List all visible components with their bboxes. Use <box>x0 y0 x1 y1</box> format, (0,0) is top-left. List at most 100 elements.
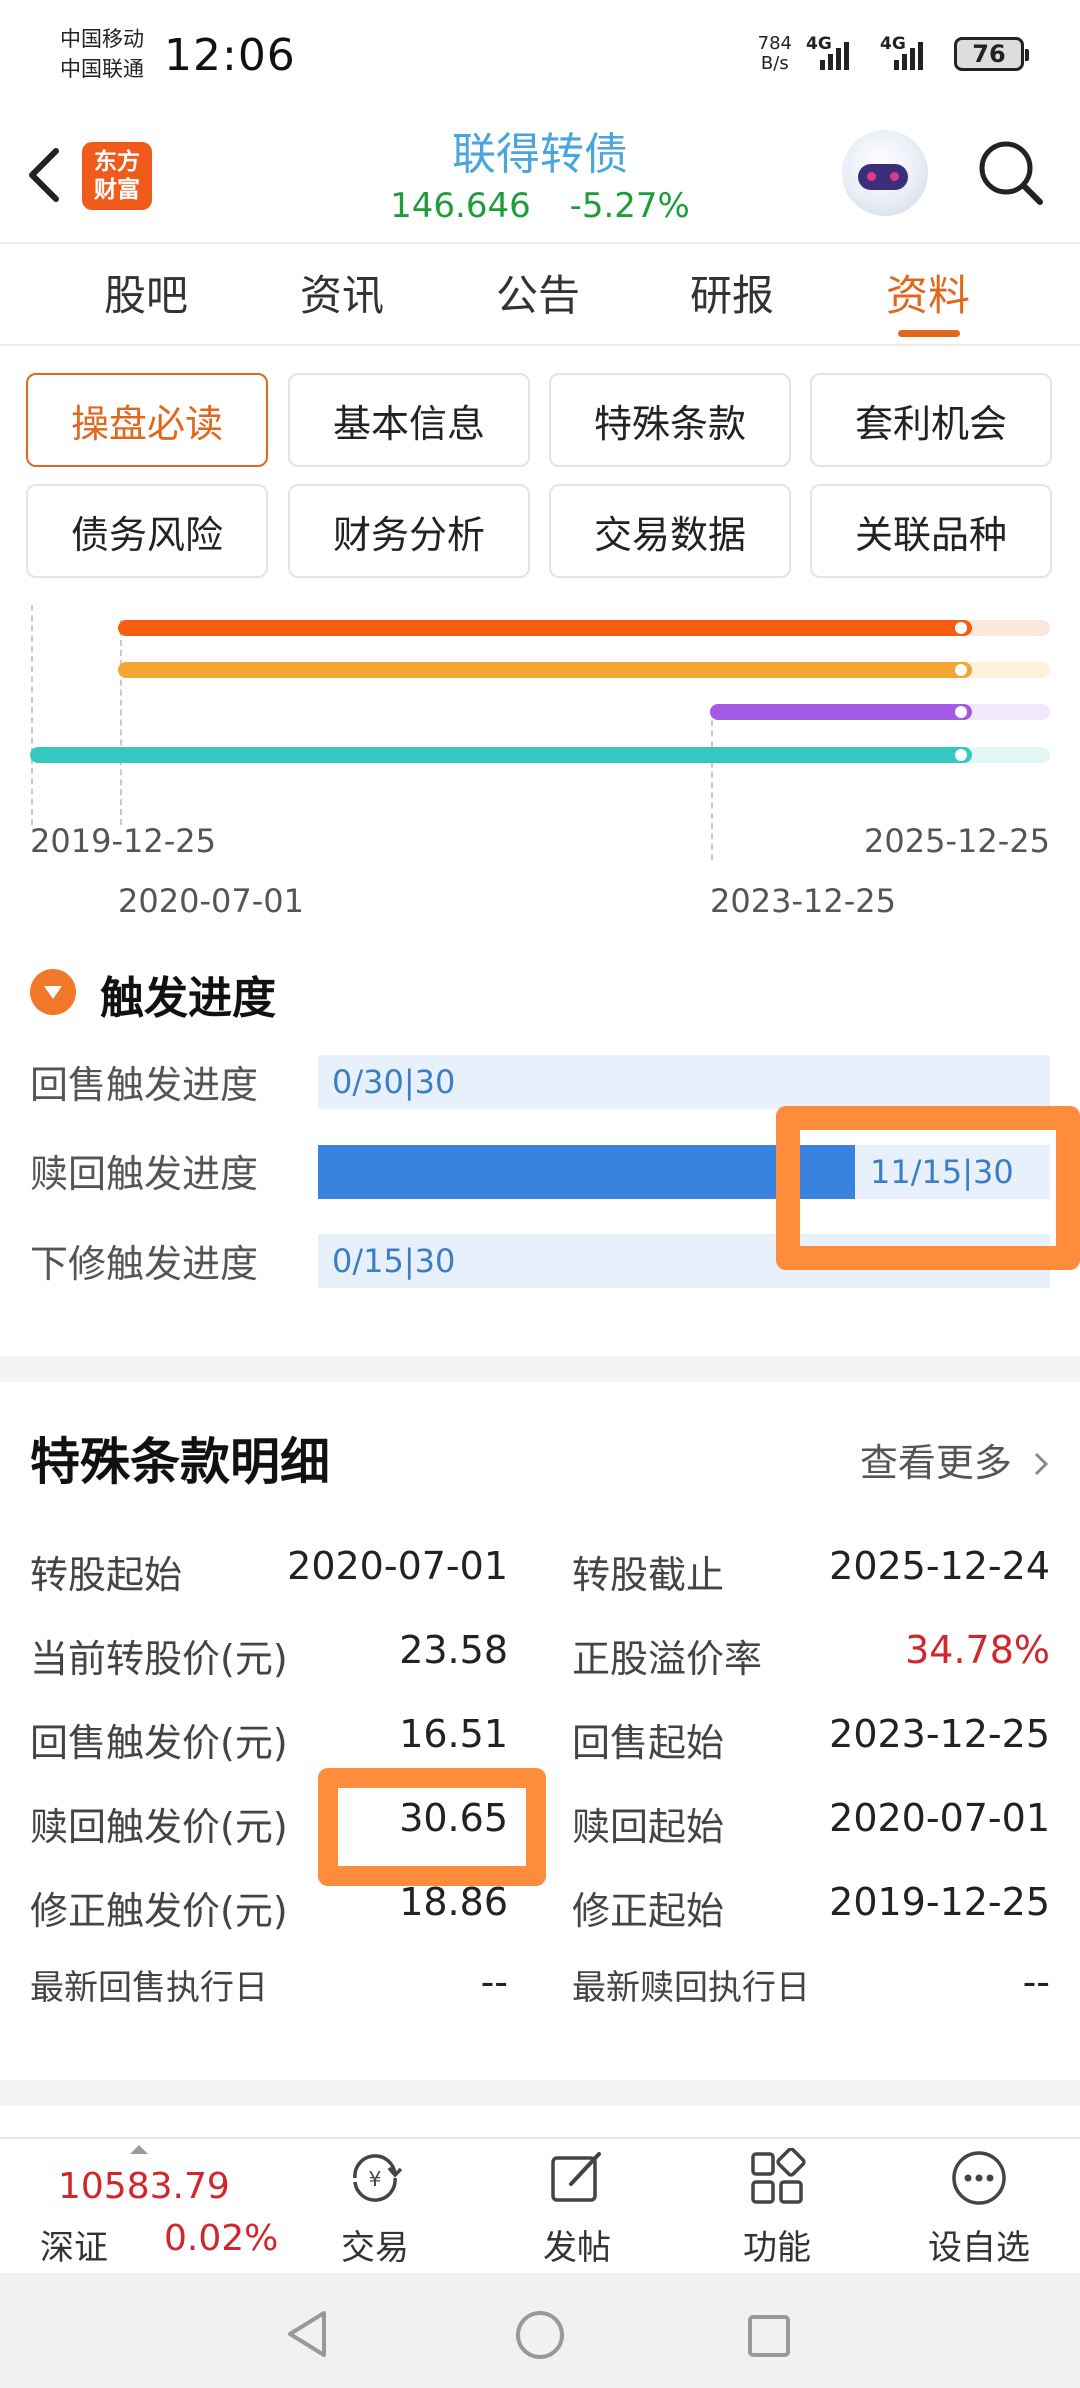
detail-latest-exec-label: 最新回售执行日 <box>30 1968 268 2008</box>
grid-icon <box>747 2147 807 2208</box>
post-button[interactable]: 发帖 <box>512 2148 642 2269</box>
network-speed: 784 B/s <box>758 34 792 74</box>
tab-announcements[interactable]: 公告 <box>496 271 581 320</box>
chevron-right-icon <box>1032 1444 1050 1488</box>
header-divider <box>0 242 1080 244</box>
detail-revision-price-label: 修正触发价(元) <box>30 1889 288 1933</box>
redeem-trigger-fill <box>318 1145 855 1199</box>
timeline-track-2 <box>960 662 1050 678</box>
highlight-annotation-redeem-price <box>318 1768 546 1886</box>
status-icons: 784 B/s 4G 4G 76 <box>758 34 1029 74</box>
price: 146.646 <box>390 186 531 226</box>
detail-putback-price-value: 16.51 <box>399 1712 508 1756</box>
timeline-bar-4 <box>30 747 972 763</box>
btn-arbitrage[interactable]: 套利机会 <box>810 373 1052 467</box>
functions-button[interactable]: 功能 <box>712 2147 842 2269</box>
view-more-link[interactable]: 查看更多 <box>860 1432 1050 1488</box>
detail-latest-exec-right-value: -- <box>1022 1960 1050 2004</box>
btn-trading-data[interactable]: 交易数据 <box>549 484 791 578</box>
detail-revision-price-right-value: 2019-12-25 <box>829 1880 1050 1924</box>
redeem-trigger-bar: 11/15|30 <box>318 1145 1050 1199</box>
revision-trigger-text: 0/15|30 <box>332 1242 456 1280</box>
functions-label: 功能 <box>743 2228 811 2268</box>
timeline-putback-date: 2023-12-25 <box>710 882 896 920</box>
redeem-trigger-text: 11/15|30 <box>870 1153 1014 1191</box>
timeline-bar-1 <box>118 620 972 636</box>
signal-icon-2: 4G <box>880 34 940 74</box>
highlight-annotation-redeem <box>776 1106 1080 1270</box>
timeline-dot-2 <box>955 664 967 676</box>
tab-guba[interactable]: 股吧 <box>104 271 189 320</box>
battery-level: 76 <box>972 40 1006 68</box>
carrier-1: 中国移动 <box>60 27 144 51</box>
detail-revision-price-right-label: 修正起始 <box>572 1889 725 1933</box>
more-circle-icon <box>949 2148 1009 2208</box>
btn-special-terms[interactable]: 特殊条款 <box>549 373 791 467</box>
btn-related[interactable]: 关联品种 <box>810 484 1052 578</box>
timeline-dot-1 <box>955 622 967 634</box>
timeline-conversion-date: 2020-07-01 <box>118 882 304 920</box>
active-tab-indicator <box>898 330 960 337</box>
clock: 12:06 <box>164 30 296 81</box>
timeline-dot-4 <box>955 749 967 761</box>
detail-conversion-right-label: 转股截止 <box>572 1553 725 1597</box>
detail-latest-exec-value: -- <box>480 1960 508 2004</box>
back-icon[interactable] <box>24 145 64 205</box>
index-name[interactable]: 深证 <box>40 2228 108 2268</box>
price-quote: 146.646 -5.27% <box>0 186 1080 226</box>
detail-redeem-price-right-label: 赎回起始 <box>572 1805 725 1849</box>
timeline-track-1 <box>960 620 1050 636</box>
assistant-robot-icon[interactable] <box>842 130 928 216</box>
search-icon[interactable] <box>976 138 1046 208</box>
detail-conversion-right-value: 2025-12-24 <box>829 1544 1050 1588</box>
view-more-label: 查看更多 <box>859 1441 1012 1485</box>
btn-debt-risk[interactable]: 债务风险 <box>26 484 268 578</box>
trade-button[interactable]: ¥ 交易 <box>310 2148 440 2269</box>
add-watchlist-label: 设自选 <box>928 2228 1030 2268</box>
network-type-2: 4G <box>880 34 906 54</box>
logo-text-1: 东方 <box>94 149 140 175</box>
battery-icon: 76 <box>954 37 1029 71</box>
index-change[interactable]: 0.02% <box>164 2218 279 2259</box>
detail-redeem-price-value: 30.65 <box>399 1796 508 1840</box>
add-watchlist-button[interactable]: 设自选 <box>914 2148 1044 2269</box>
top-tabs: 股吧 资讯 公告 研报 资料 <box>0 262 1080 332</box>
signal-icon: 4G <box>806 34 866 74</box>
nav-back-icon[interactable] <box>284 2309 330 2363</box>
logo-text-2: 财富 <box>94 177 140 203</box>
speed-unit: B/s <box>760 53 789 74</box>
btn-financial-analysis[interactable]: 财务分析 <box>288 484 530 578</box>
tab-profile[interactable]: 资料 <box>886 271 971 320</box>
detail-putback-price-label: 回售触发价(元) <box>30 1721 288 1765</box>
putback-trigger-label: 回售触发进度 <box>30 1063 259 1107</box>
detail-latest-exec-right-label: 最新赎回执行日 <box>572 1968 810 2008</box>
trade-icon: ¥ <box>345 2148 405 2208</box>
revision-trigger-label: 下修触发进度 <box>30 1242 259 1286</box>
tab-research[interactable]: 研报 <box>690 271 775 320</box>
btn-trading-essentials[interactable]: 操盘必读 <box>26 373 268 467</box>
bottom-toolbar <box>0 2137 1080 2273</box>
trigger-section-title: 触发进度 <box>100 973 276 1024</box>
detail-section-title: 特殊条款明细 <box>30 1433 330 1491</box>
detail-putback-price-right-value: 2023-12-25 <box>829 1712 1050 1756</box>
speed-value: 784 <box>757 33 792 54</box>
edit-icon <box>547 2148 607 2208</box>
nav-home-icon[interactable] <box>514 2309 566 2365</box>
dropdown-circle-icon <box>30 969 76 1015</box>
detail-conversion-value: 2020-07-01 <box>287 1544 508 1588</box>
btn-basic-info[interactable]: 基本信息 <box>288 373 530 467</box>
svg-text:¥: ¥ <box>369 2167 382 2191</box>
timeline-track-3 <box>960 704 1050 720</box>
section-separator <box>0 1356 1080 1382</box>
network-type-1: 4G <box>806 34 832 54</box>
app-logo[interactable]: 东方 财富 <box>82 142 152 210</box>
carrier-2: 中国联通 <box>60 57 144 81</box>
index-value[interactable]: 10583.79 <box>58 2166 230 2207</box>
tab-news[interactable]: 资讯 <box>300 271 385 320</box>
page-title: 联得转债 <box>452 129 628 180</box>
detail-conv-price-right-label: 正股溢价率 <box>572 1637 763 1681</box>
timeline-end-date: 2025-12-25 <box>864 822 1050 860</box>
nav-recents-icon[interactable] <box>746 2313 792 2363</box>
timeline-bar-3 <box>710 704 972 720</box>
timeline-track-4 <box>960 747 1050 763</box>
